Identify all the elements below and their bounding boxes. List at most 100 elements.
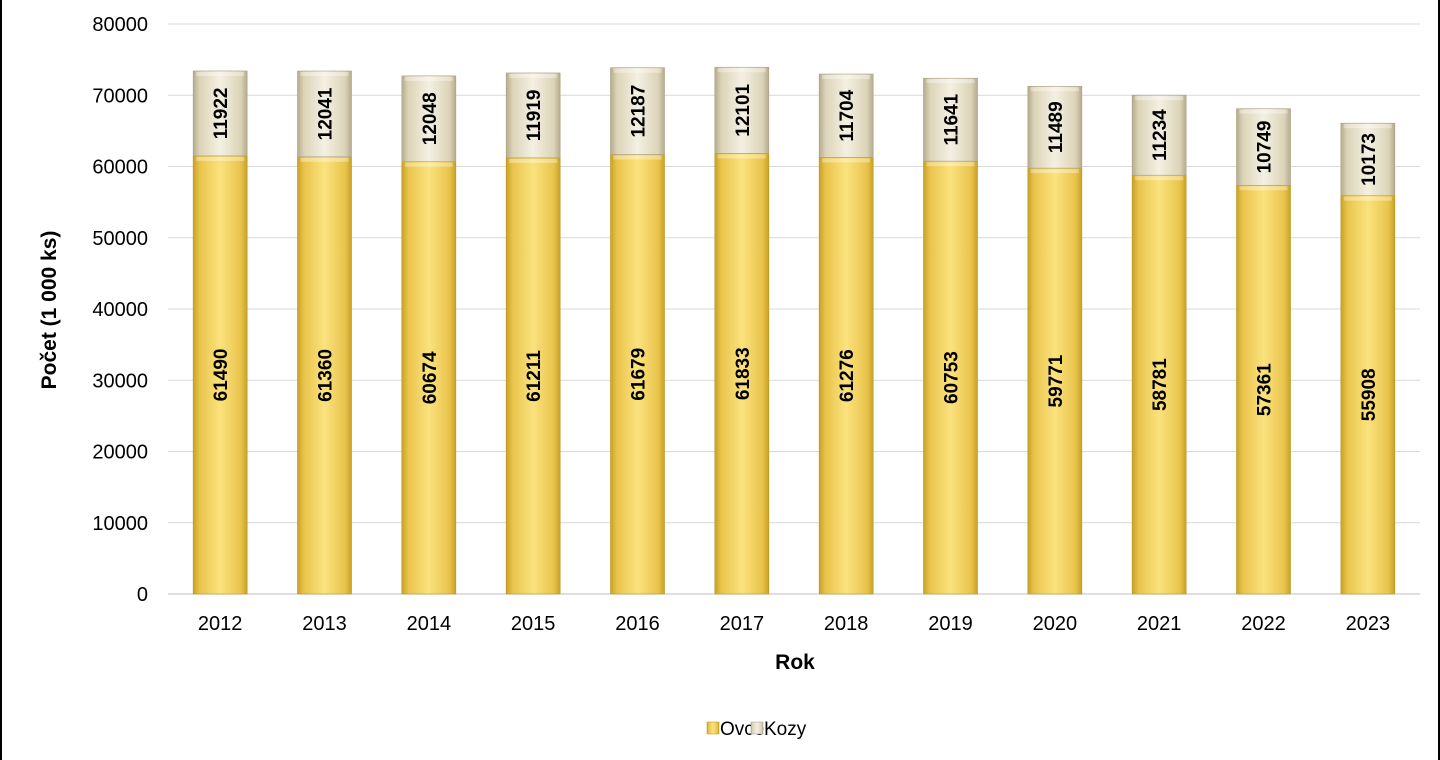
- y-tick-label: 50000: [92, 228, 148, 250]
- bar-ovce-2022: [1236, 185, 1291, 595]
- bar-bevel: [926, 79, 975, 84]
- bar-ovce-2016: [610, 154, 665, 595]
- data-label-ovce-2022: 57361: [1255, 363, 1276, 416]
- bar-bevel: [822, 158, 871, 163]
- bar-bevel: [196, 156, 245, 161]
- data-label-ovce-2016: 61679: [629, 348, 650, 401]
- bar-bevel: [1030, 169, 1079, 174]
- data-label-kozy-2018: 11704: [837, 89, 858, 141]
- x-tick-label: 2016: [615, 613, 660, 635]
- x-axis-ticks: 2012 2013 2014 2015 2016 2017 2018 2019 2020 2021…: [198, 613, 1390, 635]
- y-tick-label: 60000: [92, 157, 148, 179]
- bar-bevel: [613, 155, 662, 160]
- bar-ovce-2017: [714, 153, 770, 595]
- bar-bevel: [717, 68, 766, 73]
- y-tick-label: 10000: [92, 513, 148, 535]
- data-label-kozy-2013: 12041: [316, 87, 337, 140]
- bar-bevel: [1135, 176, 1184, 181]
- data-label-ovce-2023: 55908: [1359, 368, 1380, 421]
- bar-bevel: [1343, 196, 1392, 201]
- bar-bevel: [300, 157, 349, 162]
- bar-bevel: [1239, 186, 1288, 191]
- gridlines: [168, 23, 1420, 595]
- bar-bevel: [404, 162, 453, 167]
- x-axis-title: Rok: [775, 651, 815, 674]
- y-tick-label: 40000: [92, 299, 148, 321]
- bar-kozy-2013: [297, 70, 352, 158]
- data-label-ovce-2015: 61211: [524, 350, 545, 402]
- bar-bevel: [822, 75, 871, 80]
- bar-kozy-2012: [192, 70, 248, 157]
- bar-ovce-2012: [192, 155, 248, 595]
- x-tick-label: 2017: [720, 613, 765, 635]
- y-tick-label: 80000: [92, 14, 148, 36]
- bar-bevel: [1030, 87, 1079, 92]
- bar-bevel: [717, 154, 766, 159]
- y-tick-label: 20000: [92, 442, 148, 464]
- bar-ovce-2019: [923, 160, 978, 595]
- data-label-kozy-2016: 12187: [629, 85, 650, 138]
- data-label-ovce-2013: 61360: [316, 349, 337, 402]
- data-label-ovce-2020: 59771: [1046, 354, 1067, 407]
- bar-kozy-2019: [923, 77, 978, 162]
- data-label-kozy-2023: 10173: [1359, 133, 1380, 186]
- bar-bevel: [1135, 96, 1184, 101]
- legend: Ovce Kozy: [706, 719, 807, 740]
- bar-bevel: [300, 72, 349, 77]
- y-axis-title: Počet (1 000 ks): [38, 231, 61, 390]
- legend-label-kozy: Kozy: [764, 719, 807, 740]
- bar-bevel: [926, 162, 975, 167]
- x-tick-label: 2020: [1033, 613, 1078, 635]
- data-label-ovce-2017: 61833: [733, 347, 754, 400]
- bar-ovce-2013: [297, 156, 352, 595]
- bar-kozy-2015: [505, 72, 561, 159]
- data-label-ovce-2018: 61276: [837, 349, 858, 402]
- legend-swatch-ovce: [706, 721, 720, 735]
- data-label-ovce-2019: 60753: [942, 351, 963, 404]
- data-labels: 61490 11922 61360 12041 60674 12048 61211 11919…: [211, 83, 1380, 421]
- data-label-kozy-2017: 12101: [733, 83, 754, 136]
- bar-kozy-2016: [610, 67, 665, 155]
- data-label-kozy-2012: 11922: [211, 88, 232, 140]
- bar-ovce-2021: [1131, 174, 1187, 595]
- bar-kozy-2022: [1236, 108, 1291, 186]
- data-label-kozy-2019: 11641: [942, 93, 963, 145]
- y-axis-ticks: 0 10000 20000 30000 40000 50000 60000 70000 8000…: [92, 14, 148, 606]
- data-label-kozy-2021: 11234: [1150, 109, 1171, 161]
- x-tick-label: 2014: [407, 613, 452, 635]
- bar-bevel: [509, 73, 558, 78]
- x-tick-label: 2019: [928, 613, 973, 635]
- bar-ovce-2014: [401, 161, 457, 595]
- bar-bevel: [613, 68, 662, 73]
- y-tick-label: 70000: [92, 85, 148, 107]
- bar-bevel: [404, 76, 453, 81]
- data-label-kozy-2015: 11919: [524, 90, 545, 142]
- bar-bevel: [1343, 124, 1392, 129]
- bar-kozy-2023: [1340, 122, 1396, 196]
- x-tick-label: 2018: [824, 613, 869, 635]
- data-label-ovce-2021: 58781: [1150, 358, 1171, 411]
- bar-bevel: [196, 71, 245, 76]
- data-label-ovce-2014: 60674: [420, 351, 441, 404]
- data-label-ovce-2012: 61490: [211, 349, 232, 402]
- data-label-kozy-2020: 11489: [1046, 101, 1067, 153]
- x-tick-label: 2013: [302, 613, 347, 635]
- bar-ovce-2018: [818, 157, 874, 595]
- bar-ovce-2023: [1340, 195, 1396, 595]
- y-tick-label: 30000: [92, 370, 148, 392]
- bar-kozy-2017: [714, 66, 770, 154]
- y-tick-label: 0: [137, 584, 148, 606]
- x-tick-label: 2021: [1137, 613, 1182, 635]
- data-label-kozy-2022: 10749: [1255, 121, 1276, 174]
- bar-bevel: [1239, 109, 1288, 114]
- bar-bevel: [509, 158, 558, 163]
- legend-swatch-kozy: [750, 721, 764, 735]
- x-tick-label: 2012: [198, 613, 243, 635]
- bar-kozy-2014: [401, 75, 457, 162]
- bar-ovce-2020: [1027, 167, 1083, 595]
- bar-kozy-2021: [1131, 94, 1187, 176]
- x-tick-label: 2015: [511, 613, 556, 635]
- bars: [192, 66, 1396, 595]
